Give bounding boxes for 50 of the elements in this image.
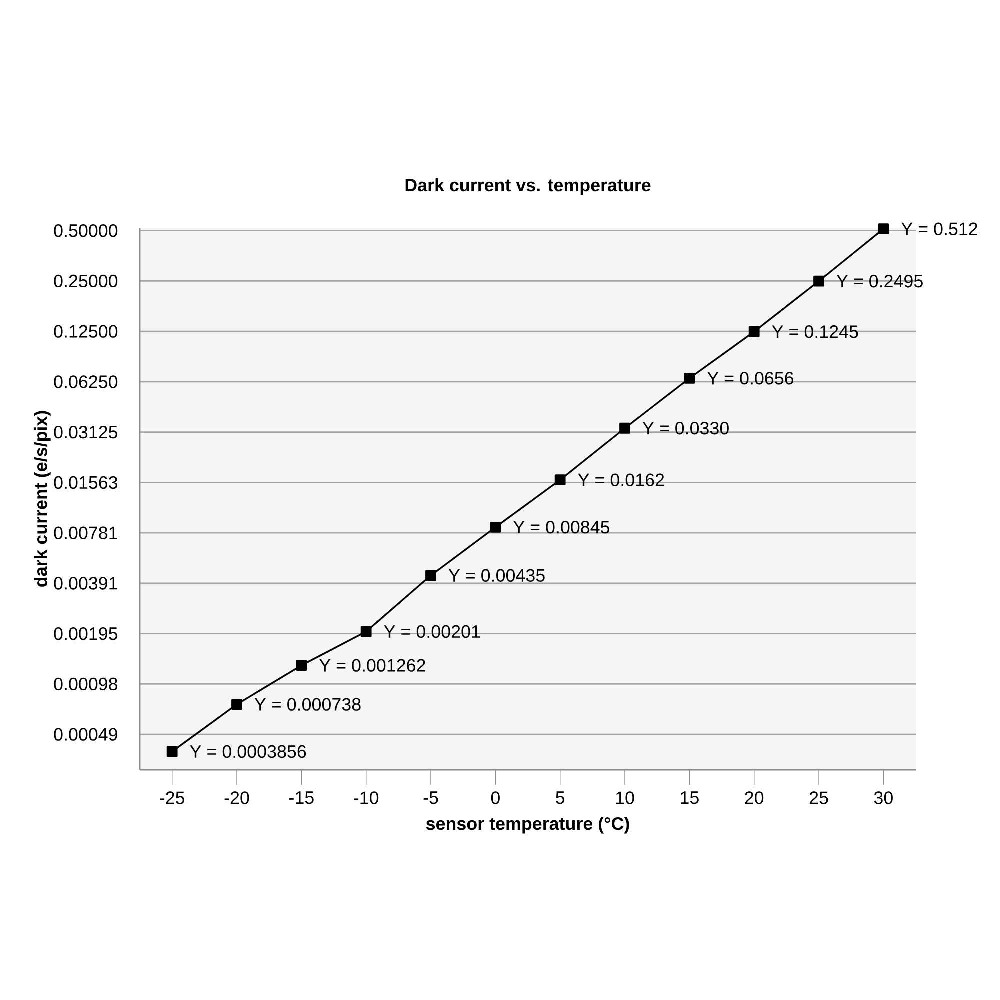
point bbox=[360, 626, 372, 638]
y-tick-label: 0.00049 bbox=[54, 728, 118, 741]
y-tick-label: 0.00391 bbox=[54, 577, 118, 590]
x-tick-label: 30 bbox=[874, 792, 893, 804]
x-tick-label: -10 bbox=[354, 792, 379, 804]
chart-title: Dark current vs. temperature bbox=[406, 178, 651, 196]
x-tick-label: 25 bbox=[810, 792, 828, 804]
y-axis-title: dark current (e/s/pix) bbox=[34, 411, 51, 587]
point bbox=[426, 570, 436, 582]
point bbox=[554, 474, 566, 486]
point bbox=[490, 522, 502, 533]
point bbox=[620, 422, 630, 434]
y-tick-label: 0.01563 bbox=[54, 476, 118, 490]
x-tick-label: -20 bbox=[224, 792, 250, 804]
point bbox=[748, 326, 760, 338]
point bbox=[684, 373, 696, 384]
x-tick-label: -5 bbox=[424, 792, 438, 804]
data-label: Y = 0.2495 bbox=[836, 275, 923, 288]
point bbox=[296, 660, 308, 672]
data-label: Y = 0.00201 bbox=[384, 625, 480, 638]
data-label: Y = 0.00845 bbox=[514, 521, 610, 534]
data-label: Y = 0.000738 bbox=[254, 698, 361, 711]
data-label: Y = 0.512 bbox=[902, 222, 978, 236]
y-tick-label: 0.50000 bbox=[54, 224, 118, 238]
y-tick-label: 0.25000 bbox=[54, 274, 118, 288]
y-tick-label: 0.12500 bbox=[54, 325, 118, 338]
y-tick-label: 0.03125 bbox=[54, 426, 118, 439]
data-label: Y = 0.0162 bbox=[578, 474, 664, 486]
y-tick-label: 0.00098 bbox=[54, 678, 118, 691]
point bbox=[232, 699, 242, 710]
x-tick-label: -25 bbox=[160, 792, 185, 804]
y-tick-label: 0.00195 bbox=[54, 628, 118, 640]
data-label: Y = 0.00435 bbox=[448, 569, 545, 582]
data-label: Y = 0.1245 bbox=[772, 326, 858, 338]
x-tick-label: 20 bbox=[745, 792, 764, 804]
x-axis-title: sensor temperature (°C) bbox=[426, 817, 630, 834]
x-tick-label: 15 bbox=[681, 792, 699, 804]
point bbox=[878, 224, 890, 235]
x-tick-label: -15 bbox=[289, 792, 314, 804]
data-label: Y = 0.001262 bbox=[320, 659, 426, 672]
data-label: Y = 0.0330 bbox=[642, 422, 729, 435]
point bbox=[166, 746, 178, 758]
data-label: Y = 0.0003856 bbox=[190, 745, 306, 758]
point bbox=[814, 276, 824, 287]
y-tick-label: 0.00781 bbox=[54, 526, 118, 540]
y-tick-label: 0.06250 bbox=[54, 376, 118, 388]
x-tick-label: 5 bbox=[556, 792, 565, 804]
data-label: Y = 0.0656 bbox=[708, 372, 794, 385]
x-tick-label: 0 bbox=[491, 792, 500, 804]
x-tick-label: 10 bbox=[616, 792, 634, 804]
